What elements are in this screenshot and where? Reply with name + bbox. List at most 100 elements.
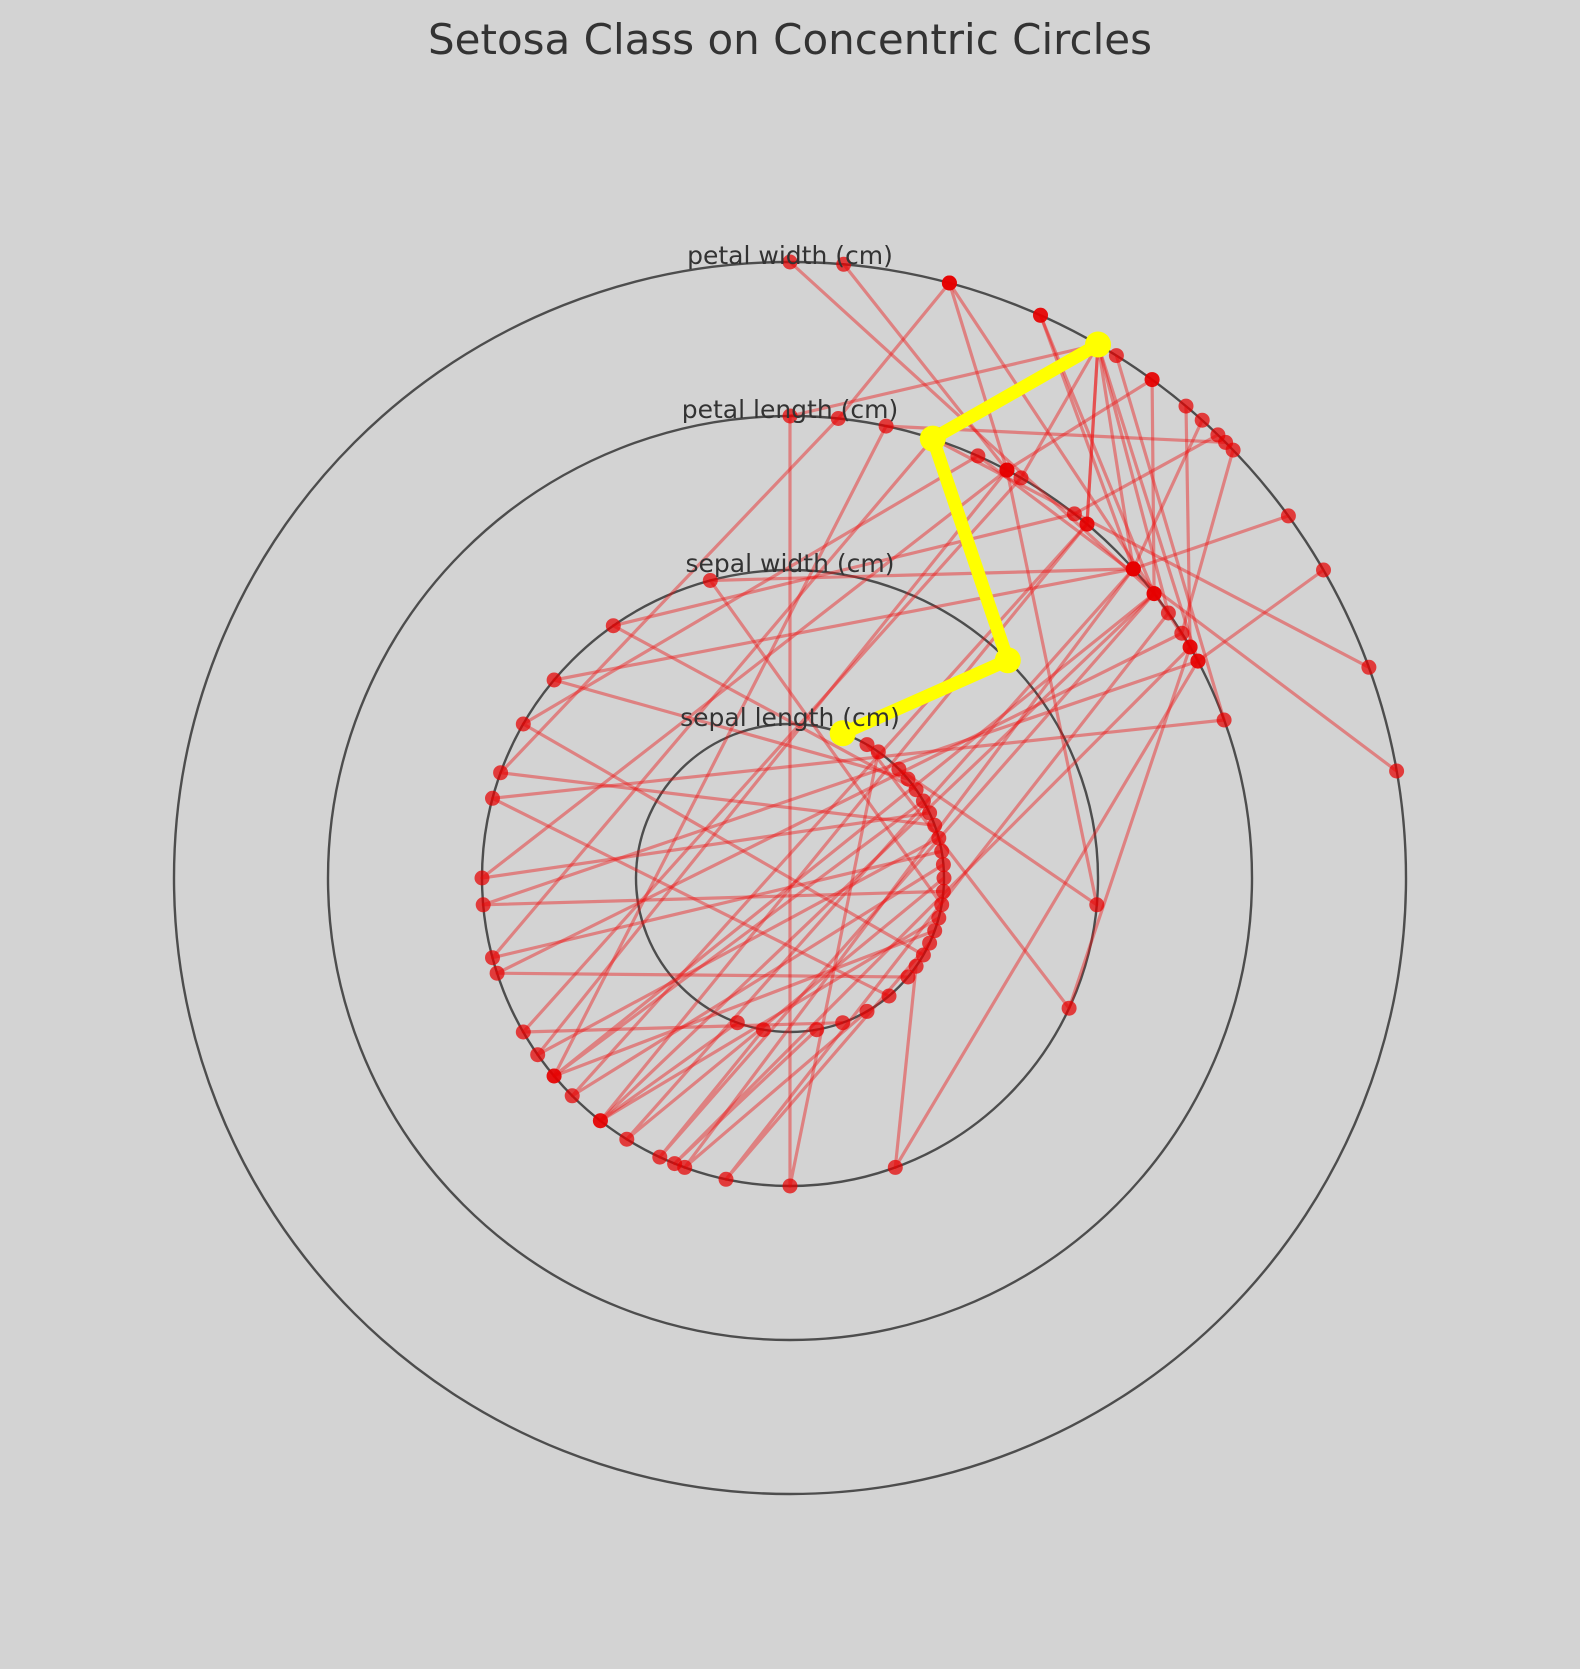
series-10-point-1	[835, 1015, 851, 1031]
series-14-point-4	[1108, 348, 1124, 364]
series-26-point-2	[546, 672, 562, 688]
highlight-point-3	[919, 425, 946, 452]
highlight-point-1	[829, 720, 856, 747]
polylines-layer	[480, 260, 1398, 1188]
series-15-point-4	[782, 254, 798, 270]
series-15-point-2	[652, 1149, 668, 1165]
series-19-point-2	[702, 573, 718, 588]
series-13-point-4	[1389, 763, 1405, 779]
series-19-point-4	[1033, 307, 1048, 323]
series-20-point-2	[474, 870, 490, 886]
series-8-point-2	[489, 965, 505, 981]
series-line-4	[536, 378, 1153, 1057]
series-26-point-1	[900, 771, 916, 787]
series-line-24	[570, 344, 1100, 1098]
series-7-point-1	[922, 935, 938, 951]
series-line-15	[658, 260, 1156, 1159]
series-12-point-4	[1316, 562, 1331, 578]
series-1-point-1	[859, 737, 875, 753]
series-line-21	[552, 424, 1226, 1078]
circle-label-1: sepal length (cm)	[680, 703, 900, 732]
series-line-6	[598, 379, 1156, 1123]
series-13-point-2	[515, 716, 531, 732]
series-7-point-2	[718, 1171, 734, 1187]
series-12-point-2	[475, 897, 491, 913]
circle-label-3: petal length (cm)	[682, 395, 899, 424]
series-13-point-1	[915, 947, 931, 963]
series-24-point-2	[564, 1088, 580, 1104]
series-8-point-3	[1174, 625, 1190, 641]
series-14-point-1	[881, 988, 897, 1004]
series-line-25	[499, 281, 951, 827]
series-14-point-2	[485, 790, 500, 806]
series-22-point-2	[782, 1178, 798, 1194]
series-11-point-3	[1182, 639, 1198, 655]
series-5-point-4	[1280, 508, 1296, 524]
series-7-point-3	[1160, 605, 1176, 621]
series-line-16	[598, 344, 1100, 1123]
series-line-2	[897, 282, 1099, 907]
series-17-point-4	[1361, 659, 1377, 675]
series-17-point-1	[934, 843, 950, 859]
series-4-point-2	[530, 1047, 546, 1063]
circle-label-4: petal width (cm)	[687, 241, 893, 270]
series-line-20	[480, 263, 1009, 880]
circle-label-2: sepal width (cm)	[686, 549, 895, 578]
circle-labels-layer: sepal length (cm) sepal width (cm) petal l…	[680, 241, 900, 732]
series-2-point-2	[1089, 897, 1105, 913]
chart-title: Setosa Class on Concentric Circles	[428, 15, 1152, 64]
series-18-point-2	[605, 618, 621, 634]
series-9-point-4	[1194, 412, 1210, 428]
highlight-point-4	[1085, 331, 1111, 358]
series-20-point-3	[999, 462, 1015, 478]
series-10-point-3	[1013, 470, 1029, 486]
series-23-point-1	[908, 958, 924, 974]
series-25-point-2	[493, 765, 509, 781]
series-1-point-2	[1061, 1000, 1077, 1016]
series-line-10	[521, 343, 1100, 1034]
series-25-point-4	[941, 275, 957, 291]
series-9-point-1	[859, 1003, 875, 1019]
series-line-13	[521, 454, 1398, 957]
series-5-point-1	[936, 870, 952, 886]
series-6-point-4	[1144, 372, 1160, 388]
series-21-point-4	[1218, 434, 1234, 450]
series-line-3	[552, 314, 1156, 1078]
series-24-point-3	[1079, 516, 1095, 532]
series-line-17	[490, 437, 1370, 960]
series-line-9	[683, 419, 1204, 1170]
series-line-18	[611, 433, 1219, 792]
series-15-point-3	[1146, 586, 1162, 602]
series-line-12	[481, 568, 1325, 907]
series-line-26	[552, 344, 1135, 781]
series-23-point-2	[887, 1159, 903, 1175]
series-line-8	[495, 449, 1235, 979]
series-20-point-1	[922, 805, 938, 821]
highlight-layer	[829, 331, 1111, 747]
series-25-point-1	[927, 817, 943, 833]
series-14-point-3	[1216, 712, 1232, 728]
series-line-1	[865, 406, 1192, 1010]
series-19-point-1	[934, 897, 950, 913]
series-11-point-1	[809, 1022, 825, 1038]
series-22-point-1	[870, 744, 886, 760]
series-6-point-1	[931, 910, 947, 926]
series-8-point-1	[900, 969, 916, 985]
series-3-point-1	[915, 793, 931, 809]
series-18-point-3	[1066, 506, 1082, 522]
series-26-point-3	[1125, 561, 1141, 577]
series-23-point-3	[1190, 653, 1206, 669]
series-13-point-3	[970, 448, 986, 464]
series-18-point-1	[908, 782, 924, 798]
series-line-14	[490, 355, 1226, 998]
series-22-point-3	[782, 408, 798, 424]
series-11-point-2	[667, 1156, 683, 1172]
series-line-23	[893, 344, 1200, 1170]
series-line-22	[788, 342, 1099, 1188]
series-17-point-2	[485, 950, 500, 966]
series-line-11	[672, 282, 1192, 1166]
series-5-point-2	[619, 1131, 635, 1147]
series-21-point-1	[927, 923, 943, 939]
series-1-point-4	[1178, 398, 1194, 414]
